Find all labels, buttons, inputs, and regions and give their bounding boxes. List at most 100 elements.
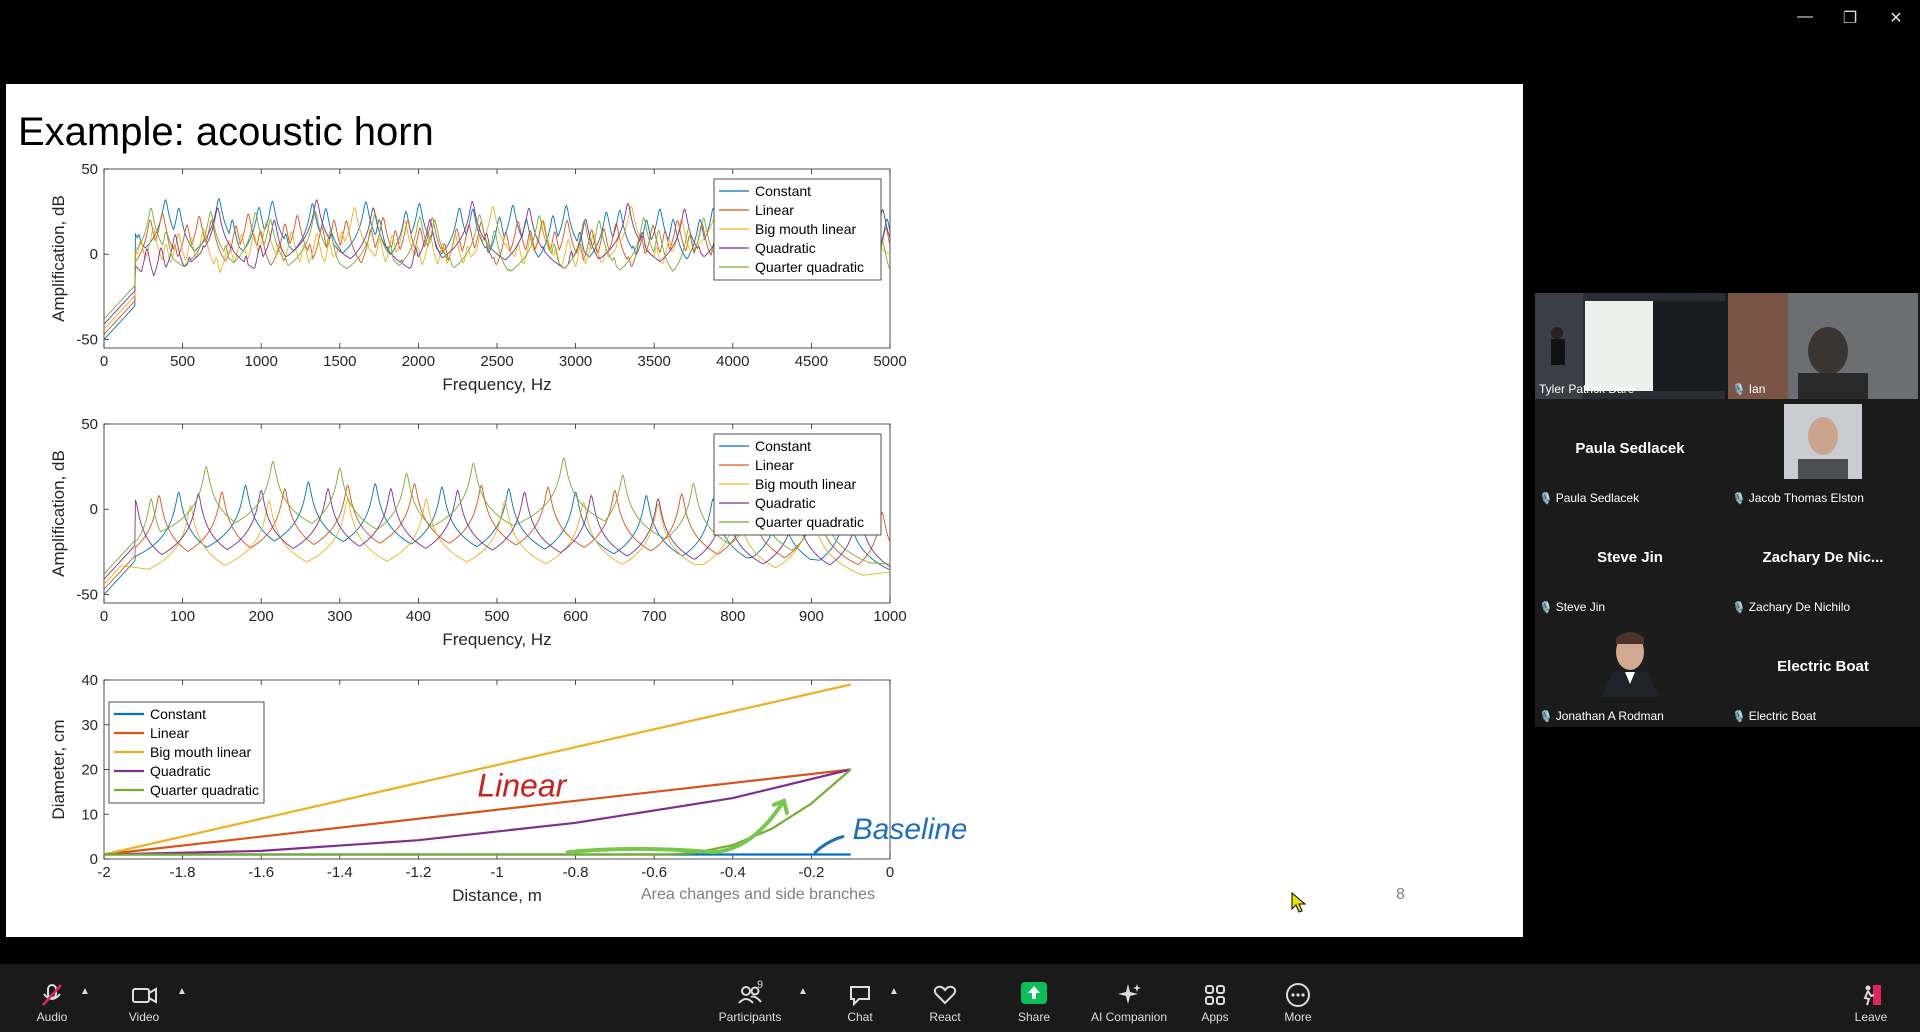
leave-button[interactable]: Leave [1831, 982, 1911, 1024]
legend-label: Quarter quadratic [150, 782, 259, 798]
participant-tile[interactable]: Steve Jin 🎙️ Steve Jin [1535, 511, 1725, 617]
participant-display-name: Paula Sedlacek [1575, 440, 1685, 457]
slide-page-number: 8 [1396, 886, 1405, 903]
participant-display-name: Electric Boat [1777, 658, 1869, 675]
legend-label: Big mouth linear [755, 476, 857, 492]
shared-slide: Example: acoustic horn 0 500 1000 1500 2000 2… [6, 84, 1523, 937]
participant-tile[interactable]: 🎙️ Ian [1728, 293, 1918, 399]
x-tick-label: 200 [249, 608, 274, 625]
muted-mic-icon: 🎙️ [1732, 492, 1746, 505]
y-tick-label: 0 [90, 246, 98, 263]
muted-mic-icon: 🎙️ [1732, 383, 1746, 396]
y-tick-label: 40 [81, 672, 98, 689]
participant-name-tag: 🎙️ Jonathan A Rodman [1539, 709, 1664, 723]
video-camera-icon [104, 982, 184, 1008]
muted-microphone-icon [12, 982, 92, 1008]
series-line [104, 768, 852, 856]
apps-button[interactable]: Apps [1175, 982, 1255, 1024]
slide-charts: 0 500 1000 1500 2000 2500 3000 3500 4000 4500 5000… [49, 161, 966, 905]
participant-tile[interactable]: 🎙️ Jonathan A Rodman [1535, 620, 1725, 726]
x-tick-label: -1.2 [405, 864, 431, 881]
legend-label: Quarter quadratic [755, 259, 864, 275]
participant-video [1535, 293, 1725, 399]
participant-avatar [1591, 622, 1669, 697]
x-axis-label: Distance, m [452, 886, 542, 905]
linear-handwritten-annotation: Linear [477, 767, 567, 803]
restore-button[interactable]: ❐ [1842, 10, 1858, 27]
x-tick-label: 600 [563, 608, 588, 625]
participant-tile[interactable]: Paula Sedlacek 🎙️ Paula Sedlacek [1535, 402, 1725, 508]
participants-button[interactable]: 9 Participants [710, 979, 790, 1024]
legend-label: Big mouth linear [150, 744, 252, 760]
participant-display-name: Steve Jin [1597, 549, 1663, 566]
sparkle-icon [1089, 982, 1169, 1008]
muted-mic-icon: 🎙️ [1539, 601, 1553, 614]
participant-tile[interactable]: 🎙️ Jacob Thomas Elston [1728, 402, 1918, 508]
participant-tile[interactable]: Zachary De Nic... 🎙️ Zachary De Nichilo [1728, 511, 1918, 617]
series-line [103, 768, 851, 856]
participant-name-tag: Tyler Patrick Dare [1539, 382, 1635, 396]
x-axis-label: Frequency, Hz [442, 630, 551, 649]
close-button[interactable]: ✕ [1889, 10, 1903, 27]
share-label: Share [1017, 1010, 1051, 1024]
ai-companion-label: AI Companion [1090, 1010, 1168, 1024]
x-tick-label: 2500 [480, 353, 513, 370]
ai-companion-button[interactable]: AI Companion [1089, 982, 1169, 1024]
participant-name-tag: 🎙️ Jacob Thomas Elston [1732, 491, 1864, 505]
legend-label: Quadratic [755, 495, 816, 511]
react-button[interactable]: React [905, 982, 985, 1024]
x-tick-label: -0.4 [720, 864, 746, 881]
participants-count: 9 [757, 979, 764, 991]
more-button[interactable]: More [1258, 982, 1338, 1024]
baseline-handwritten-annotation: Baseline [853, 813, 966, 846]
share-screen-icon [994, 982, 1074, 1008]
legend-label: Constant [755, 438, 811, 454]
minimize-button[interactable]: — [1797, 8, 1813, 25]
x-tick-label: 700 [642, 608, 667, 625]
audio-options-chevron-icon[interactable]: ▲ [80, 986, 90, 997]
series-line [103, 683, 851, 856]
participant-tile[interactable]: Tyler Patrick Dare [1535, 293, 1725, 399]
more-icon [1258, 982, 1338, 1008]
video-button[interactable]: Video [104, 982, 184, 1024]
x-tick-label: 4000 [716, 353, 749, 370]
x-tick-label: 1000 [245, 353, 278, 370]
participant-tile[interactable]: Electric Boat 🎙️ Electric Boat [1728, 620, 1918, 726]
participant-avatar [1784, 404, 1862, 479]
muted-mic-icon: 🎙️ [1539, 710, 1553, 723]
apps-label: Apps [1201, 1010, 1229, 1024]
x-tick-label: 0 [886, 864, 894, 881]
y-tick-label: -50 [76, 331, 98, 348]
participant-video [1728, 293, 1918, 399]
chat-button[interactable]: Chat [820, 982, 900, 1024]
series-line [104, 487, 890, 580]
participant-gallery: Tyler Patrick Dare 🎙️ Ian Paula Sedlacek … [1535, 293, 1920, 727]
x-tick-label: -1.8 [170, 864, 196, 881]
x-tick-label: 800 [720, 608, 745, 625]
participant-display-name: Zachary De Nic... [1762, 549, 1884, 566]
x-tick-label: 1000 [873, 608, 906, 625]
audio-button[interactable]: Audio [12, 982, 92, 1024]
x-tick-label: -0.8 [563, 864, 589, 881]
participant-name-tag: 🎙️ Steve Jin [1539, 600, 1606, 614]
annotation-hook [813, 835, 845, 854]
x-tick-label: 0 [100, 608, 108, 625]
leave-icon [1831, 982, 1911, 1008]
y-tick-label: 50 [81, 161, 98, 178]
legend-label: Constant [755, 183, 811, 199]
y-tick-label: 30 [81, 717, 98, 734]
react-label: React [929, 1010, 961, 1024]
chat-options-chevron-icon[interactable]: ▲ [889, 986, 899, 997]
participants-options-chevron-icon[interactable]: ▲ [798, 986, 808, 997]
legend-label: Quadratic [150, 763, 211, 779]
share-button[interactable]: Share [994, 982, 1074, 1024]
x-axis-label: Frequency, Hz [442, 375, 551, 394]
video-options-chevron-icon[interactable]: ▲ [177, 986, 187, 997]
y-tick-label: 20 [81, 762, 98, 779]
more-label: More [1284, 1010, 1312, 1024]
x-tick-label: 100 [170, 608, 195, 625]
x-tick-label: 5000 [873, 353, 906, 370]
muted-mic-icon: 🎙️ [1732, 710, 1746, 723]
x-tick-label: -0.6 [641, 864, 667, 881]
chat-label: Chat [847, 1010, 873, 1024]
